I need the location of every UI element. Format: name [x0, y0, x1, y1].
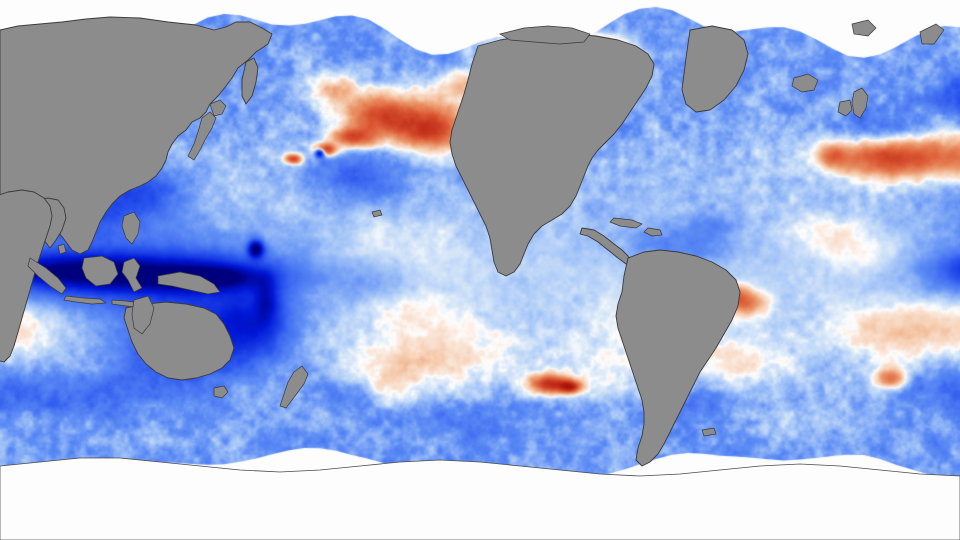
sst-anomaly-map: [0, 0, 960, 540]
sst-anomaly-field: [0, 0, 960, 540]
